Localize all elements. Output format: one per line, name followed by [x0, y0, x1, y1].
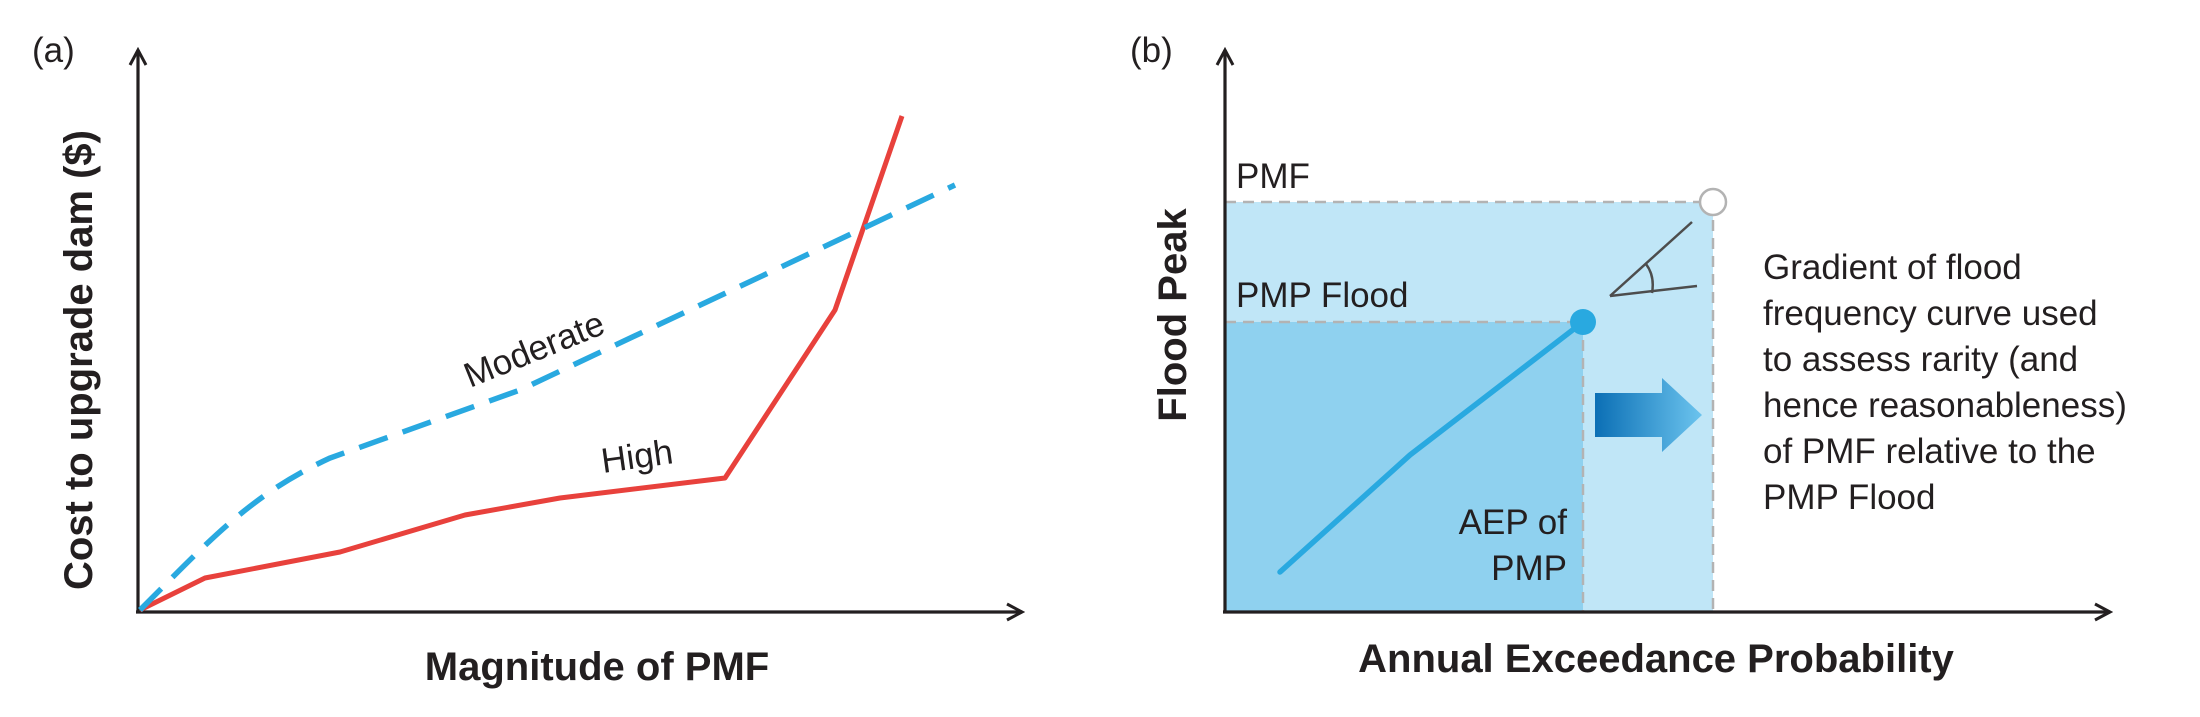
- flood-frequency-curve: [1277, 319, 1586, 575]
- high-series-label: High: [599, 432, 676, 481]
- pmf-label: PMF: [1236, 157, 1310, 196]
- panel-a: (a) Cost to upgrade dam ($) Magnitude of…: [32, 31, 1022, 689]
- gradient-line-steep: [1609, 221, 1693, 297]
- annotation-line: Gradient of flood: [1763, 248, 2022, 287]
- panel-b-y-axis-label: Flood Peak: [1151, 208, 1195, 422]
- pmp-flood-label: PMP Flood: [1236, 276, 1409, 315]
- gradient-angle-arc: [1644, 263, 1654, 294]
- pmp-flood-point: [1570, 309, 1596, 335]
- high-series-line: [138, 115, 905, 613]
- moderate-series-line: [138, 182, 957, 612]
- aep-of-pmp-label-line2: PMP: [1491, 549, 1567, 588]
- annotation-line: PMP Flood: [1763, 478, 1936, 517]
- annotation-line: to assess rarity (and: [1763, 340, 2078, 379]
- panel-a-label: (a): [32, 31, 75, 70]
- panel-a-y-axis-label: Cost to upgrade dam ($): [57, 130, 101, 590]
- panel-a-x-axis-label: Magnitude of PMF: [425, 645, 769, 689]
- annotation-line: hence reasonableness): [1763, 386, 2127, 425]
- panel-b: (b) Flood Peak Annual Exceedance Probabi…: [1130, 31, 2127, 681]
- right-arrow-icon: [1595, 378, 1702, 452]
- annotation-line: frequency curve used: [1763, 294, 2098, 333]
- gradient-annotation: Gradient of flood frequency curve used t…: [1763, 248, 2127, 517]
- annotation-line: of PMF relative to the: [1763, 432, 2096, 471]
- pmf-point: [1698, 187, 1728, 217]
- panel-b-label: (b): [1130, 31, 1173, 70]
- aep-of-pmp-label-line1: AEP of: [1459, 503, 1568, 542]
- panel-b-x-axis-label: Annual Exceedance Probability: [1358, 637, 1954, 681]
